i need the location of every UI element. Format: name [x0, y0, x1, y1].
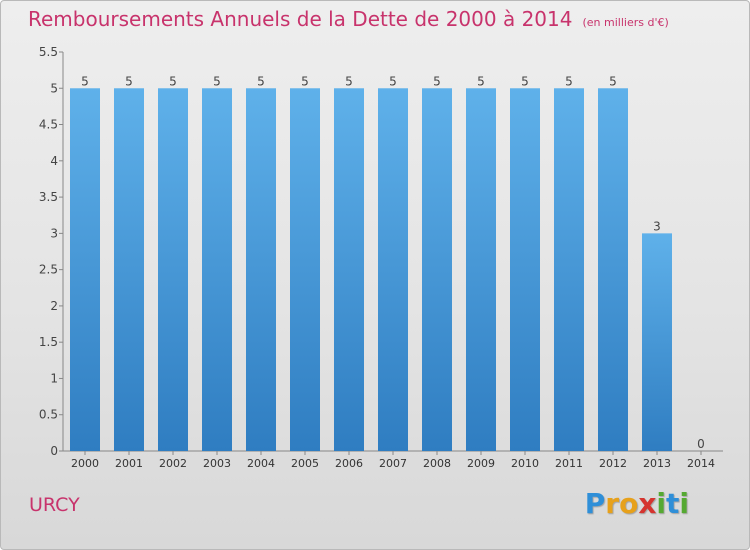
bar-value-label: 5 [521, 74, 529, 88]
logo-letter: o [619, 487, 639, 520]
bar-value-label: 3 [653, 219, 661, 233]
logo-letter: i [656, 487, 666, 520]
town-name: URCY [29, 494, 80, 516]
bar-value-label: 5 [565, 74, 573, 88]
x-axis: 2000 2001 2002 2003 2004 2005 2006 2007 2008 2009… [63, 450, 723, 470]
bar [466, 88, 496, 451]
y-tick-label: 0 [50, 444, 58, 458]
bar [246, 88, 276, 451]
x-tick-label: 2000 [71, 457, 99, 470]
x-tick-label: 2004 [247, 457, 275, 470]
bar-value-label: 5 [169, 74, 177, 88]
logo-letter: P [584, 487, 606, 520]
x-tick-label: 2011 [555, 457, 583, 470]
x-tick-label: 2005 [291, 457, 319, 470]
x-tick-label: 2002 [159, 457, 187, 470]
bar-value-label: 5 [257, 74, 265, 88]
y-tick-label: 3.5 [39, 190, 58, 204]
bar-value-label: 5 [125, 74, 133, 88]
y-axis: 0 0.5 1 1.5 2 2.5 3 3.5 4 4.5 5 5.5 [39, 45, 64, 458]
y-tick-label: 2.5 [39, 263, 58, 277]
y-tick-label: 5 [50, 81, 58, 95]
y-tick-label: 5.5 [39, 45, 58, 59]
logo-letter: r [605, 487, 620, 520]
y-tick-label: 1.5 [39, 335, 58, 349]
y-tick-label: 1 [50, 371, 58, 385]
bar [114, 88, 144, 451]
y-tick-label: 4 [50, 154, 58, 168]
bar [70, 88, 100, 451]
bar-value-label: 5 [213, 74, 221, 88]
chart-title: Remboursements Annuels de la Dette de 20… [28, 7, 669, 31]
y-tick-label: 2 [50, 299, 58, 313]
bar [510, 88, 540, 451]
bar [334, 88, 364, 451]
bar [290, 88, 320, 451]
x-tick-label: 2013 [643, 457, 671, 470]
bar [202, 88, 232, 451]
y-tick-label: 4.5 [39, 118, 58, 132]
data-labels: 5 5 5 5 5 5 5 5 5 5 5 5 5 3 0 [81, 74, 705, 451]
bar-value-label: 5 [81, 74, 89, 88]
y-tick-label: 3 [50, 226, 58, 240]
chart-title-text: Remboursements Annuels de la Dette de 20… [28, 7, 573, 31]
proxiti-logo: Proxiti [585, 487, 689, 520]
bar [378, 88, 408, 451]
logo-letter: i [679, 487, 689, 520]
bar [158, 88, 188, 451]
x-tick-label: 2008 [423, 457, 451, 470]
bar [422, 88, 452, 451]
x-tick-label: 2001 [115, 457, 143, 470]
bar [554, 88, 584, 451]
y-tick-label: 0.5 [39, 408, 58, 422]
chart-unit-label: (en milliers d'€) [582, 16, 669, 29]
bars [70, 88, 672, 451]
x-tick-label: 2010 [511, 457, 539, 470]
x-tick-label: 2006 [335, 457, 363, 470]
x-tick-label: 2007 [379, 457, 407, 470]
bar [642, 233, 672, 451]
bar-value-label: 5 [301, 74, 309, 88]
bar-value-label: 0 [697, 437, 705, 451]
bar-value-label: 5 [433, 74, 441, 88]
x-tick-label: 2003 [203, 457, 231, 470]
bar-value-label: 5 [609, 74, 617, 88]
logo-letter: t [666, 487, 680, 520]
logo-letter: x [638, 487, 657, 520]
x-tick-label: 2012 [599, 457, 627, 470]
bar-value-label: 5 [477, 74, 485, 88]
bar [598, 88, 628, 451]
bar-value-label: 5 [389, 74, 397, 88]
bar-value-label: 5 [345, 74, 353, 88]
x-tick-label: 2014 [687, 457, 715, 470]
x-tick-label: 2009 [467, 457, 495, 470]
